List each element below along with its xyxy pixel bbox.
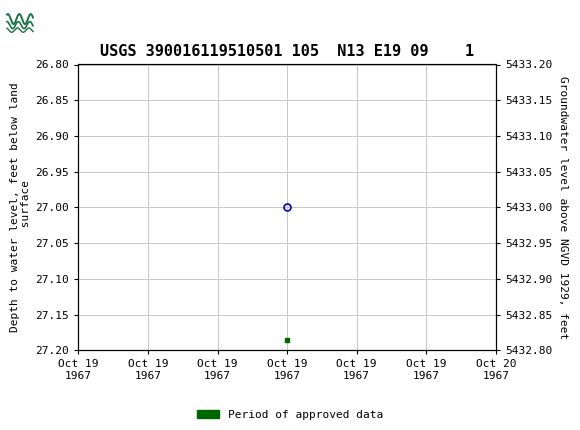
Legend: Period of approved data: Period of approved data (197, 410, 383, 420)
Text: USGS: USGS (40, 14, 100, 33)
Y-axis label: Groundwater level above NGVD 1929, feet: Groundwater level above NGVD 1929, feet (558, 76, 568, 339)
FancyBboxPatch shape (5, 3, 35, 42)
Title: USGS 390016119510501 105  N13 E19 09    1: USGS 390016119510501 105 N13 E19 09 1 (100, 44, 474, 59)
Y-axis label: Depth to water level, feet below land
 surface: Depth to water level, feet below land su… (10, 83, 31, 332)
